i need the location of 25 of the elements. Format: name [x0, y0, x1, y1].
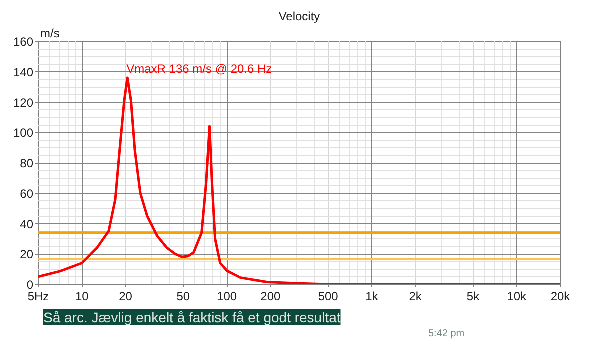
y-tick-label: 140: [13, 65, 34, 80]
chart-title: Velocity: [278, 10, 320, 24]
y-tick-label: 80: [20, 156, 34, 170]
y-tick-label: 40: [20, 217, 34, 232]
y-tick-label: 0: [26, 278, 34, 292]
x-tick-label: 20: [119, 290, 133, 304]
x-tick-label: 1k: [366, 290, 380, 304]
text: 5:42 pm: [428, 328, 465, 339]
y-tick-label: 160: [13, 35, 34, 49]
y-tick-label: 120: [13, 96, 34, 110]
y-tick-label: 100: [13, 126, 34, 140]
x-tick-label: 2k: [409, 290, 423, 304]
y-tick-label: 60: [20, 186, 34, 201]
x-tick-label: 200: [260, 290, 282, 304]
y-tick-label: 20: [20, 248, 34, 262]
x-tick-label: 100: [217, 290, 238, 304]
x-tick-label: 50: [176, 290, 190, 304]
x-tick-label: 20k: [550, 290, 572, 304]
y-axis-title: m/s: [40, 26, 60, 40]
x-tick-label: 5k: [466, 290, 481, 304]
x-tick-label: 10k: [507, 290, 528, 304]
x-tick-label: 10: [75, 290, 90, 304]
annotation: VmaxR 136 m/s @ 20.6 Hz: [126, 62, 272, 76]
x-tick-label: 5Hz: [28, 290, 50, 304]
x-tick-label: 500: [318, 290, 339, 304]
